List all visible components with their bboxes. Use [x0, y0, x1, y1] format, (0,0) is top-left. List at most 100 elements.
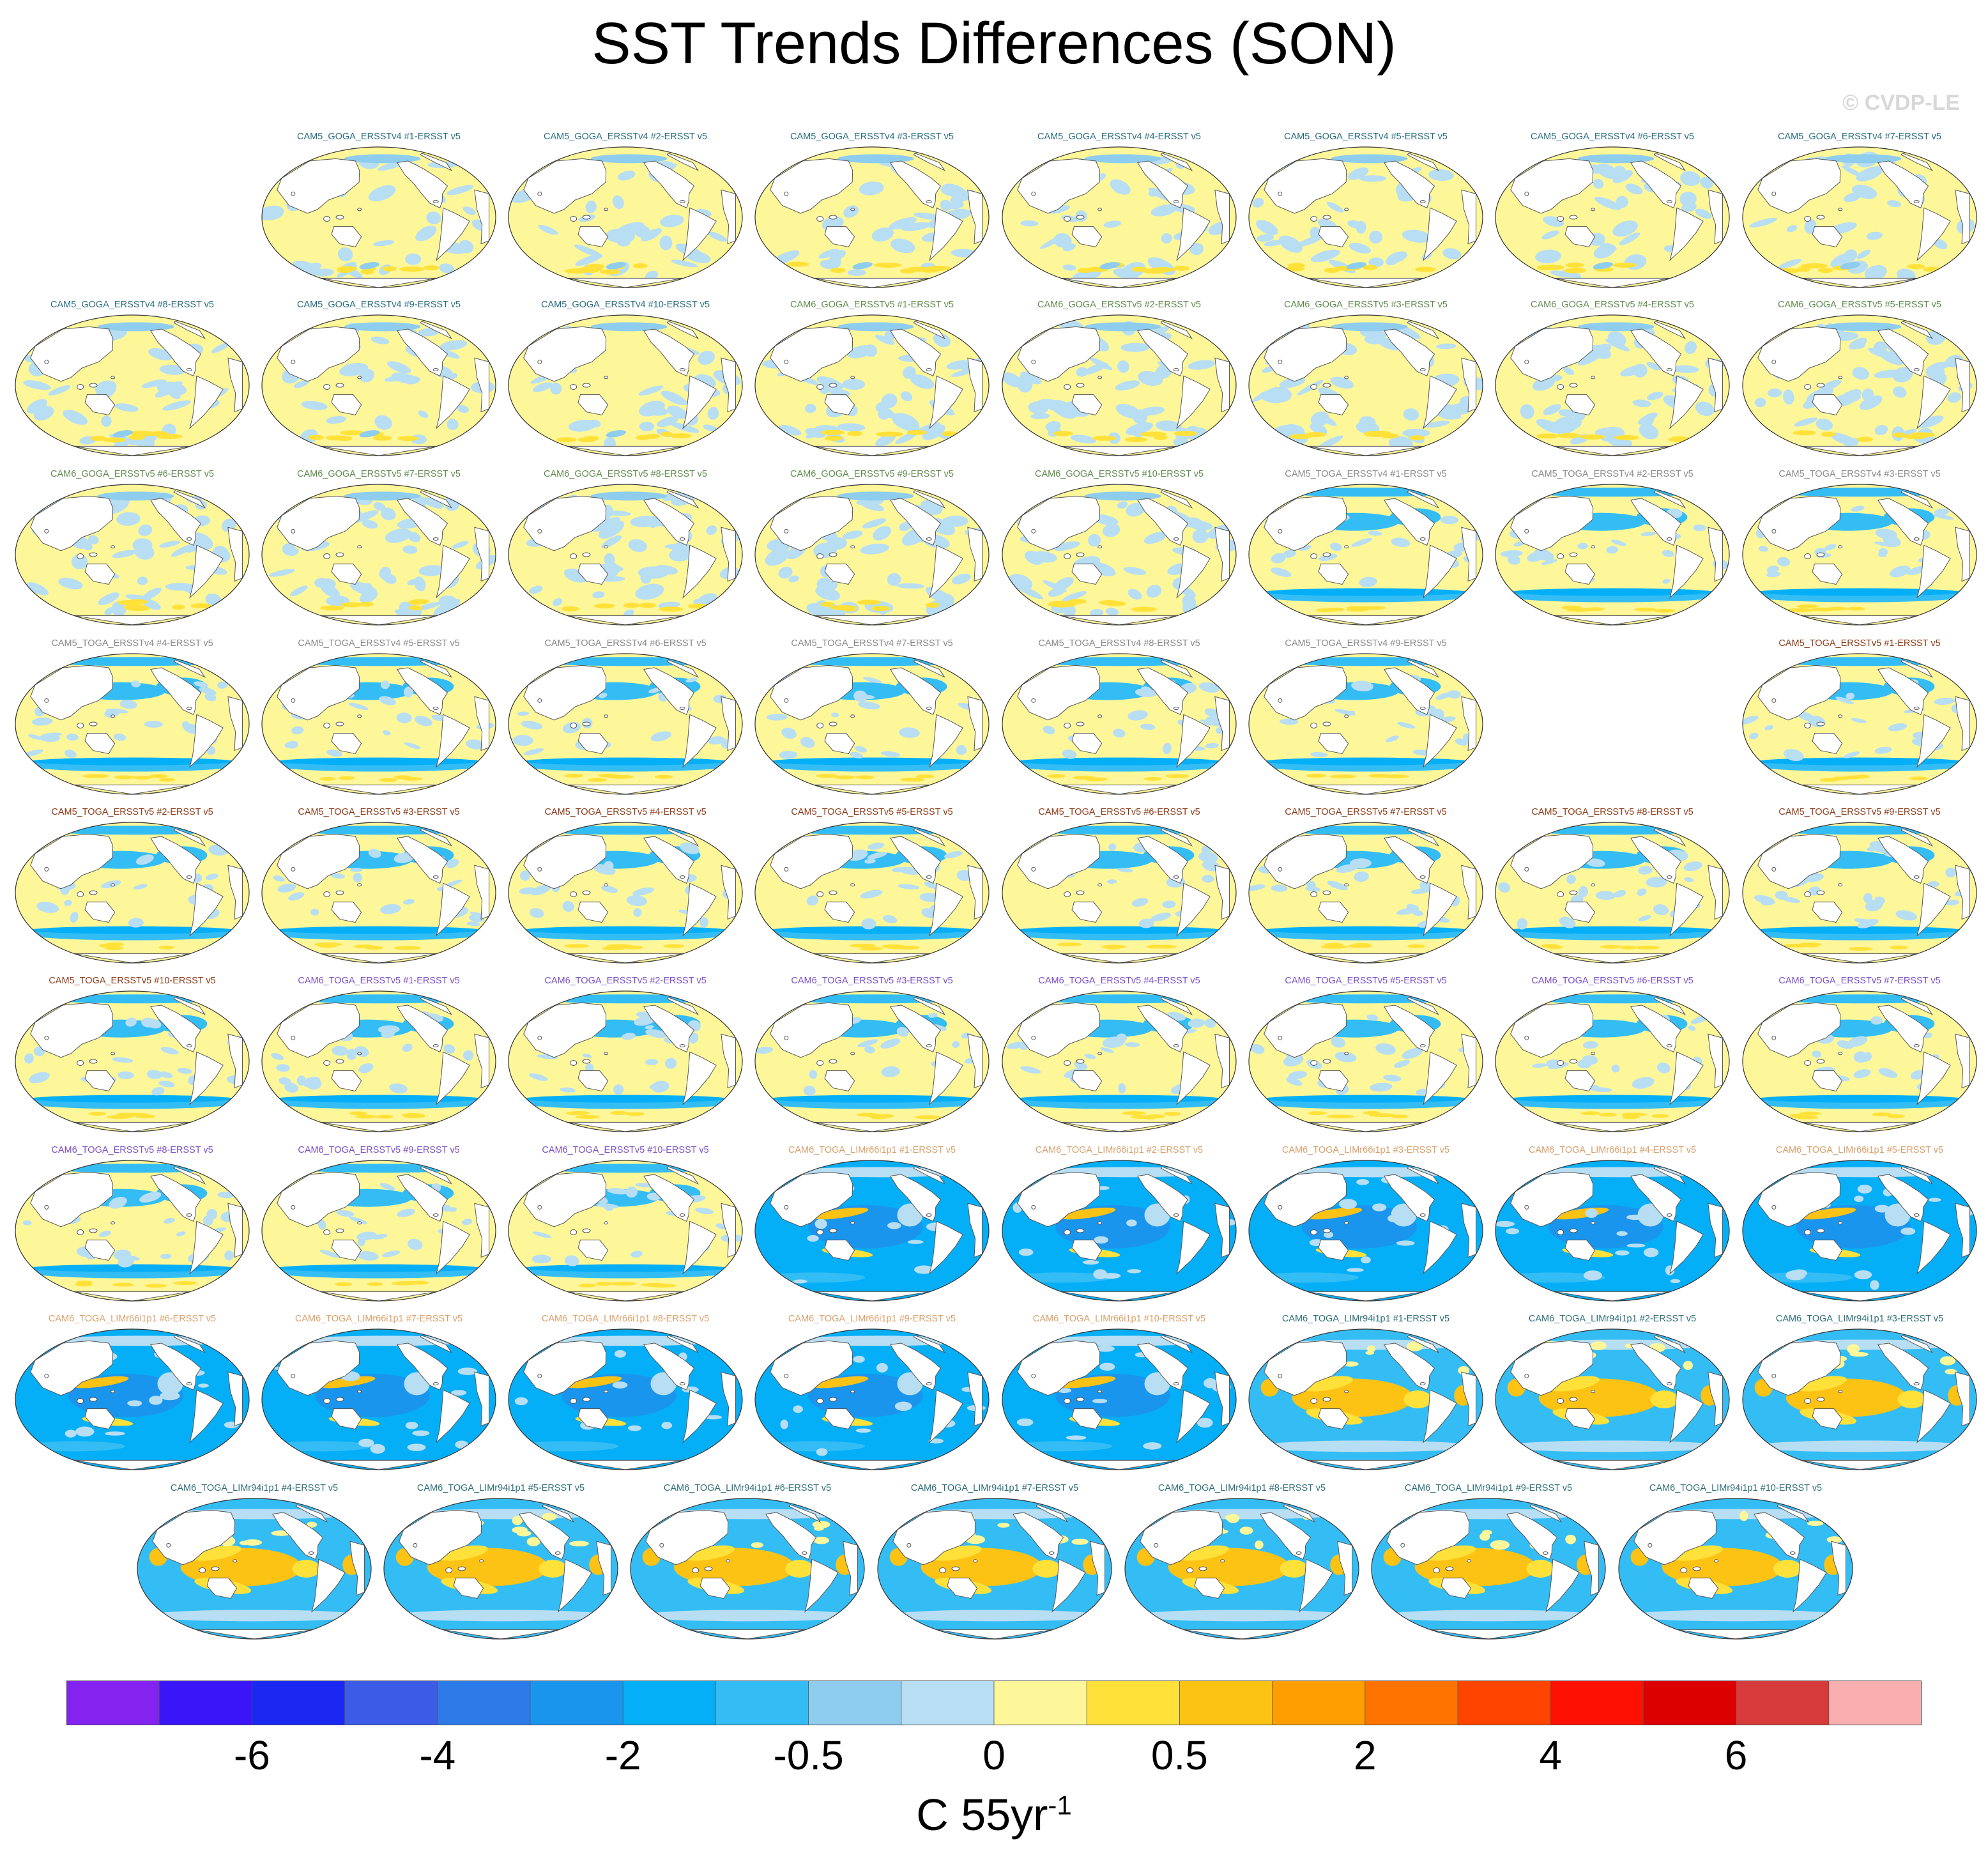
map-panel: CAM5_TOGA_ERSSTv5 #2-ERSST v5: [13, 806, 252, 969]
panel-title: CAM6_TOGA_LIMr94i1p1 #9-ERSST v5: [1404, 1483, 1573, 1493]
sst-trend-map: [15, 1160, 250, 1302]
sst-trend-map: [1002, 146, 1237, 288]
colorbar-segment: [530, 1681, 623, 1725]
colorbar-units: C 55yr-1: [0, 1789, 1988, 1840]
map-panel: CAM6_TOGA_LIMr94i1p1 #1-ERSST v5: [1246, 1313, 1485, 1476]
map-panel: CAM5_TOGA_ERSSTv5 #5-ERSST v5: [753, 806, 991, 969]
panel-title: CAM6_GOGA_ERSSTv5 #9-ERSST v5: [790, 469, 954, 479]
sst-trend-map: [1248, 990, 1483, 1132]
panel-title: CAM6_TOGA_ERSSTv5 #10-ERSST v5: [542, 1145, 709, 1155]
colorbar-segment: [1550, 1681, 1644, 1725]
panel-title: CAM6_TOGA_ERSSTv5 #3-ERSST v5: [791, 976, 953, 986]
map-panel: CAM5_GOGA_ERSSTv4 #2-ERSST v5: [506, 131, 745, 294]
sst-trend-map: [1002, 822, 1237, 964]
sst-trend-map: [1618, 1498, 1853, 1640]
sst-trend-map: [1248, 1160, 1483, 1302]
panel-title: CAM5_TOGA_ERSSTv5 #2-ERSST v5: [51, 807, 213, 817]
colorbar-segment: [159, 1681, 252, 1725]
panel-title: CAM5_GOGA_ERSSTv4 #9-ERSST v5: [297, 300, 461, 310]
sst-trend-map: [261, 822, 496, 964]
panel-title: CAM6_GOGA_ERSSTv5 #7-ERSST v5: [297, 469, 461, 479]
map-panel: CAM6_GOGA_ERSSTv5 #2-ERSST v5: [1000, 299, 1239, 462]
colorbar-tick-label: 6: [1724, 1732, 1748, 1778]
sst-trend-map: [1495, 484, 1730, 626]
panel-title: CAM6_GOGA_ERSSTv5 #3-ERSST v5: [1284, 300, 1448, 310]
map-panel: CAM6_TOGA_ERSSTv5 #5-ERSST v5: [1246, 975, 1485, 1138]
sst-trend-map: [754, 990, 990, 1132]
panel-title: CAM6_TOGA_LIMr94i1p1 #8-ERSST v5: [1158, 1483, 1326, 1493]
colorbar-segment: [1458, 1681, 1551, 1725]
map-panel: CAM6_TOGA_ERSSTv5 #4-ERSST v5: [1000, 975, 1239, 1138]
panel-title: CAM5_TOGA_ERSSTv5 #5-ERSST v5: [791, 807, 953, 817]
panel-title: CAM6_TOGA_ERSSTv5 #2-ERSST v5: [544, 976, 707, 986]
sst-trend-map: [508, 146, 743, 288]
map-panel: CAM5_TOGA_ERSSTv4 #4-ERSST v5: [13, 638, 252, 801]
map-panel: CAM5_TOGA_ERSSTv5 #6-ERSST v5: [1000, 806, 1239, 969]
panel-title: CAM5_TOGA_ERSSTv5 #9-ERSST v5: [1778, 807, 1941, 817]
sst-trend-map: [1742, 1328, 1977, 1470]
sst-trend-map: [1124, 1498, 1359, 1640]
map-panel: CAM5_TOGA_ERSSTv5 #7-ERSST v5: [1246, 806, 1485, 969]
map-panel: CAM5_GOGA_ERSSTv4 #9-ERSST v5: [259, 299, 498, 462]
colorbar-segment: [66, 1681, 160, 1725]
panel-title: CAM5_TOGA_ERSSTv5 #3-ERSST v5: [298, 807, 460, 817]
panel-title: CAM6_TOGA_LIMr66i1p1 #6-ERSST v5: [48, 1314, 217, 1324]
sst-trend-map: [1248, 314, 1483, 456]
panel-title: CAM5_TOGA_ERSSTv5 #4-ERSST v5: [544, 807, 707, 817]
map-panel: CAM6_TOGA_LIMr66i1p1 #10-ERSST v5: [1000, 1313, 1239, 1476]
panel-title: CAM6_TOGA_ERSSTv5 #4-ERSST v5: [1038, 976, 1200, 986]
sst-trend-map: [1248, 146, 1483, 288]
panel-title: CAM5_TOGA_ERSSTv5 #1-ERSST v5: [1778, 638, 1941, 649]
sst-trend-map: [1742, 146, 1977, 288]
panel-title: CAM5_TOGA_ERSSTv4 #9-ERSST v5: [1285, 638, 1447, 649]
panel-title: CAM6_TOGA_LIMr66i1p1 #1-ERSST v5: [788, 1145, 956, 1155]
sst-trend-map: [1742, 653, 1977, 795]
panel-title: CAM5_TOGA_ERSSTv4 #3-ERSST v5: [1778, 469, 1941, 479]
panel-title: CAM5_TOGA_ERSSTv5 #7-ERSST v5: [1285, 807, 1447, 817]
sst-trend-map: [754, 1328, 990, 1470]
map-panel: CAM5_GOGA_ERSSTv4 #6-ERSST v5: [1493, 131, 1732, 294]
map-panel: CAM6_TOGA_LIMr66i1p1 #5-ERSST v5: [1740, 1144, 1979, 1307]
sst-trend-map: [1742, 822, 1977, 964]
sst-trend-map: [15, 990, 250, 1132]
colorbar-tick-label: -6: [233, 1732, 270, 1778]
panel-title: CAM6_TOGA_LIMr66i1p1 #7-ERSST v5: [294, 1314, 463, 1324]
map-panel: CAM6_TOGA_LIMr94i1p1 #7-ERSST v5: [875, 1482, 1114, 1645]
panel-title: CAM6_TOGA_LIMr66i1p1 #5-ERSST v5: [1775, 1145, 1944, 1155]
map-panel: CAM6_TOGA_LIMr94i1p1 #2-ERSST v5: [1493, 1313, 1732, 1476]
sst-trend-map: [1495, 1328, 1730, 1470]
sst-trend-map: [754, 653, 990, 795]
sst-trend-map: [754, 314, 990, 456]
map-panel: CAM6_TOGA_LIMr94i1p1 #4-ERSST v5: [135, 1482, 374, 1645]
sst-trend-map: [877, 1498, 1112, 1640]
colorbar: [66, 1681, 1922, 1725]
sst-trend-map: [15, 314, 250, 456]
colorbar-tick-label: 0.5: [1151, 1732, 1208, 1778]
page-title: SST Trends Differences (SON): [592, 11, 1396, 76]
map-panel: CAM6_TOGA_LIMr66i1p1 #6-ERSST v5: [13, 1313, 252, 1476]
sst-trend-map: [15, 1328, 250, 1470]
panel-title: CAM5_GOGA_ERSSTv4 #2-ERSST v5: [544, 132, 707, 142]
map-panel: CAM5_GOGA_ERSSTv4 #8-ERSST v5: [13, 299, 252, 462]
colorbar-segment: [1365, 1681, 1458, 1725]
map-panel: CAM6_TOGA_LIMr66i1p1 #7-ERSST v5: [259, 1313, 498, 1476]
map-panel: CAM5_TOGA_ERSSTv5 #8-ERSST v5: [1493, 806, 1732, 969]
sst-trend-map: [754, 1160, 990, 1302]
panel-title: CAM6_TOGA_LIMr94i1p1 #2-ERSST v5: [1528, 1314, 1697, 1324]
colorbar-segment: [715, 1681, 809, 1725]
map-panel: CAM6_GOGA_ERSSTv5 #10-ERSST v5: [1000, 468, 1239, 631]
sst-trend-map: [137, 1498, 372, 1640]
map-panel: CAM5_TOGA_ERSSTv4 #3-ERSST v5: [1740, 468, 1979, 631]
panel-title: CAM6_GOGA_ERSSTv5 #1-ERSST v5: [790, 300, 954, 310]
colorbar-segment: [252, 1681, 346, 1725]
sst-trend-map: [630, 1498, 865, 1640]
panel-title: CAM5_GOGA_ERSSTv4 #4-ERSST v5: [1037, 132, 1201, 142]
sst-trend-map: [1002, 1160, 1237, 1302]
map-panel: CAM6_TOGA_ERSSTv5 #10-ERSST v5: [506, 1144, 745, 1307]
panel-title: CAM6_TOGA_ERSSTv5 #6-ERSST v5: [1531, 976, 1694, 986]
colorbar-segment: [437, 1681, 531, 1725]
panel-title: CAM5_GOGA_ERSSTv4 #5-ERSST v5: [1284, 132, 1448, 142]
panel-title: CAM5_TOGA_ERSSTv4 #6-ERSST v5: [544, 638, 707, 649]
panel-title: CAM6_GOGA_ERSSTv5 #8-ERSST v5: [544, 469, 707, 479]
sst-trend-map: [508, 1328, 743, 1470]
